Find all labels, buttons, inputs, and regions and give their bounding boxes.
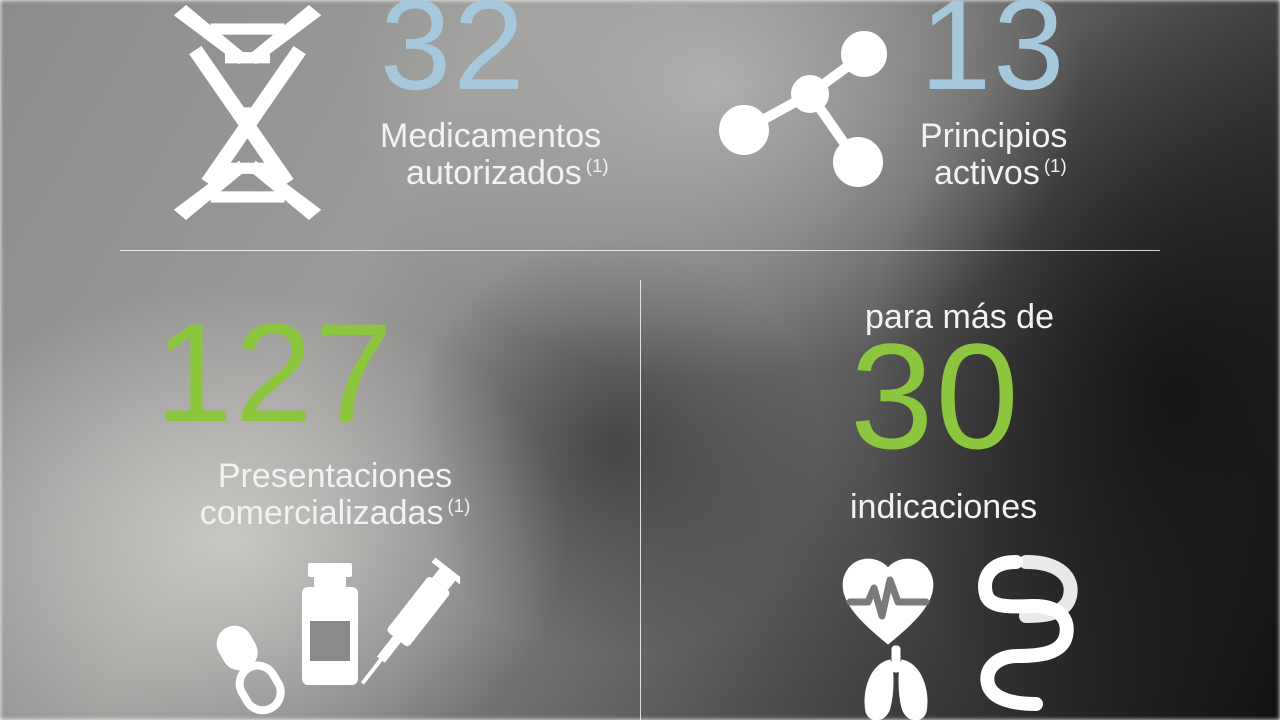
- cell-presentaciones: 127 Presentaciones comercializadas(1): [0, 250, 640, 720]
- stat-label-medicamentos: Medicamentos autorizados(1): [380, 118, 609, 193]
- organs-icon: [830, 550, 1090, 720]
- cell-medicamentos: 32 Medicamentos autorizados(1): [0, 0, 640, 250]
- stat-number-presentaciones: 127: [155, 292, 395, 454]
- stat-label-presentaciones: Presentaciones comercializadas(1): [170, 458, 500, 533]
- cell-principios: 13 Principios activos(1): [640, 0, 1280, 250]
- stat-number-principios: 13: [920, 0, 1066, 119]
- dna-icon: [165, 5, 330, 220]
- label-line1: Presentaciones: [218, 457, 452, 495]
- footnote-marker: (1): [586, 155, 609, 176]
- label-line2: comercializadas: [200, 494, 444, 532]
- cell-indicaciones: para más de 30 indicaciones: [640, 250, 1280, 720]
- stat-label-principios: Principios activos(1): [920, 118, 1067, 193]
- molecule-icon: [710, 20, 890, 200]
- stat-label-indicaciones: indicaciones: [850, 488, 1037, 527]
- label-line2: activos: [934, 154, 1040, 192]
- stat-number-indicaciones: 30: [850, 310, 1021, 483]
- stats-grid: 32 Medicamentos autorizados(1) 13 Princi…: [0, 0, 1280, 720]
- label-line1: Medicamentos: [380, 117, 601, 155]
- footnote-marker: (1): [447, 495, 470, 516]
- medications-icon: [210, 555, 460, 715]
- stat-number-medicamentos: 32: [380, 0, 526, 119]
- footnote-marker: (1): [1044, 155, 1067, 176]
- label-line2: autorizados: [406, 154, 582, 192]
- label-line1: Principios: [920, 117, 1067, 155]
